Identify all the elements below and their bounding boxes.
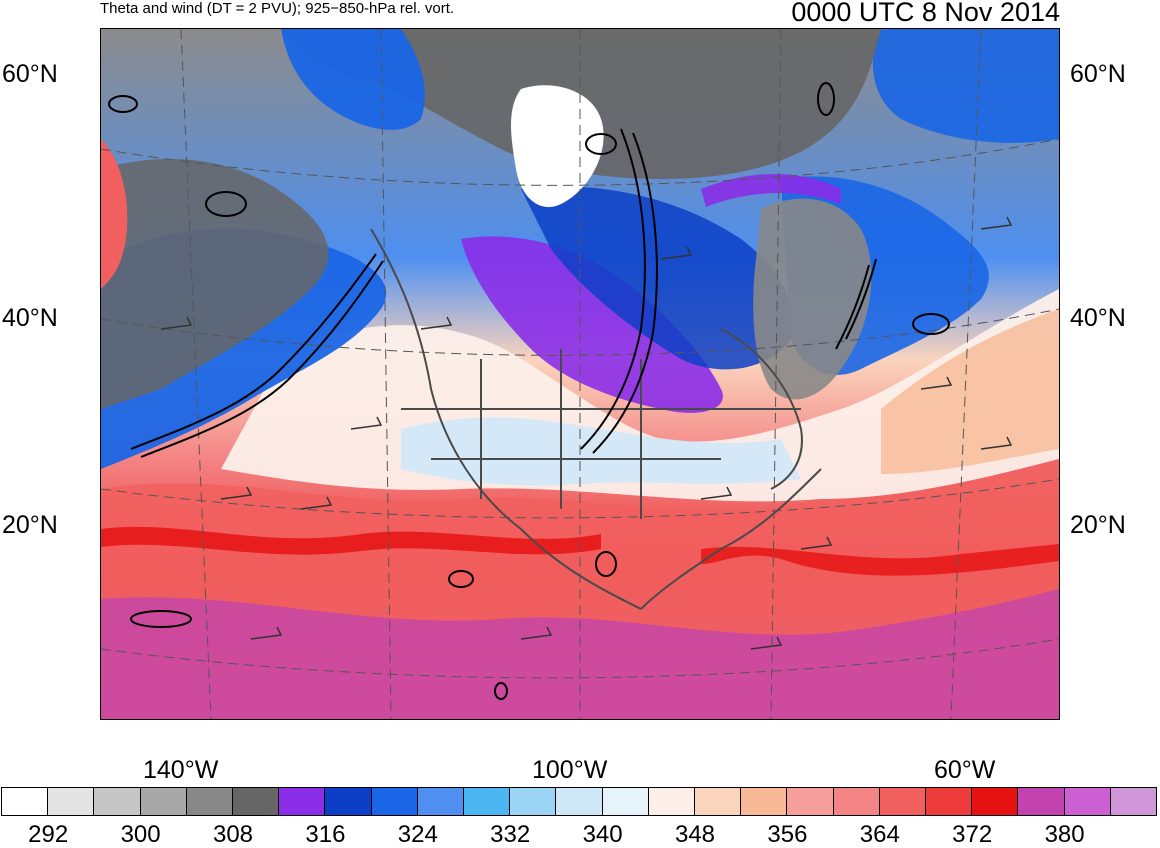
purple-ridge-east	[701, 174, 841, 207]
colorbar-swatch	[370, 787, 418, 816]
lon-label-100w: 100°W	[532, 756, 608, 784]
colorbar-swatch	[601, 787, 649, 816]
colorbar-swatch	[925, 787, 973, 816]
colorbar-swatch	[1017, 787, 1065, 816]
map-subtitle: Theta and wind (DT = 2 PVU); 925−850-hPa…	[100, 0, 455, 17]
colorbar-swatch	[324, 787, 372, 816]
vorticity-contours	[108, 82, 950, 700]
colorbar-swatch	[509, 787, 557, 816]
northern-blue-pool	[281, 29, 425, 130]
colorbar-swatch	[878, 787, 927, 816]
colorbar-swatch	[694, 787, 742, 816]
colorbar-label: 356	[767, 821, 808, 848]
salmon-band	[881, 309, 1059, 474]
lat-label-60n-left: 60°N	[2, 60, 58, 88]
colorbar-swatch	[740, 787, 788, 816]
red-streak-2	[701, 544, 1059, 576]
colorbar-label: 372	[952, 821, 993, 848]
colorbar-swatch	[416, 787, 465, 816]
colorbar	[1, 787, 1158, 816]
lat-label-40n-left: 40°N	[2, 304, 58, 332]
map-datetime: 0000 UTC 8 Nov 2014	[791, 0, 1060, 27]
colorbar-label: 364	[859, 821, 900, 848]
eastern-gray-lobe	[753, 198, 872, 400]
colorbar-label: 380	[1044, 821, 1085, 848]
colorbar-swatch	[786, 787, 834, 816]
colorbar-swatch	[232, 787, 280, 816]
colorbar-label: 308	[212, 821, 254, 848]
colorbar-swatch	[555, 787, 603, 816]
coastlines	[370, 228, 822, 610]
colorbar-swatch	[185, 787, 234, 816]
colorbar-swatch	[278, 787, 326, 816]
lon-label-140w: 140°W	[143, 756, 219, 784]
colorbar-label: 324	[397, 821, 438, 848]
central-purple-trough	[461, 236, 723, 413]
colorbar-swatch	[1063, 787, 1111, 816]
colorbar-label: 348	[674, 821, 716, 848]
colorbar-label: 300	[120, 821, 161, 848]
northeast-blue	[872, 29, 1059, 143]
colorbar-swatch	[463, 787, 511, 816]
theta-map	[101, 29, 1059, 719]
wind-barbs	[160, 216, 1013, 650]
graticule	[101, 29, 1059, 719]
colorbar-swatch	[47, 787, 95, 816]
colorbar-swatch	[647, 787, 696, 816]
colorbar-label: 332	[490, 821, 531, 848]
western-gray-tongue	[101, 159, 329, 409]
colorbar-swatch	[93, 787, 141, 816]
colorbar-label: 340	[582, 821, 623, 848]
lon-label-60w: 60°W	[934, 756, 996, 784]
lat-label-20n-left: 20°N	[2, 511, 58, 539]
colorbar-swatch	[971, 787, 1019, 816]
lat-label-60n-right: 60°N	[1070, 60, 1126, 88]
map-panel	[100, 28, 1060, 720]
colorbar-label: 292	[28, 821, 69, 848]
colorbar-label: 316	[305, 821, 346, 848]
red-streak-1	[101, 526, 601, 555]
colorbar-swatch	[1109, 787, 1158, 816]
colorbar-swatch	[139, 787, 187, 816]
colorbar-swatch	[832, 787, 880, 816]
colorbar-swatch	[1, 787, 49, 816]
lat-label-20n-right: 20°N	[1070, 511, 1126, 539]
lat-label-40n-right: 40°N	[1070, 304, 1126, 332]
light-blue-band	[401, 417, 801, 486]
red-west-edge	[101, 139, 128, 289]
